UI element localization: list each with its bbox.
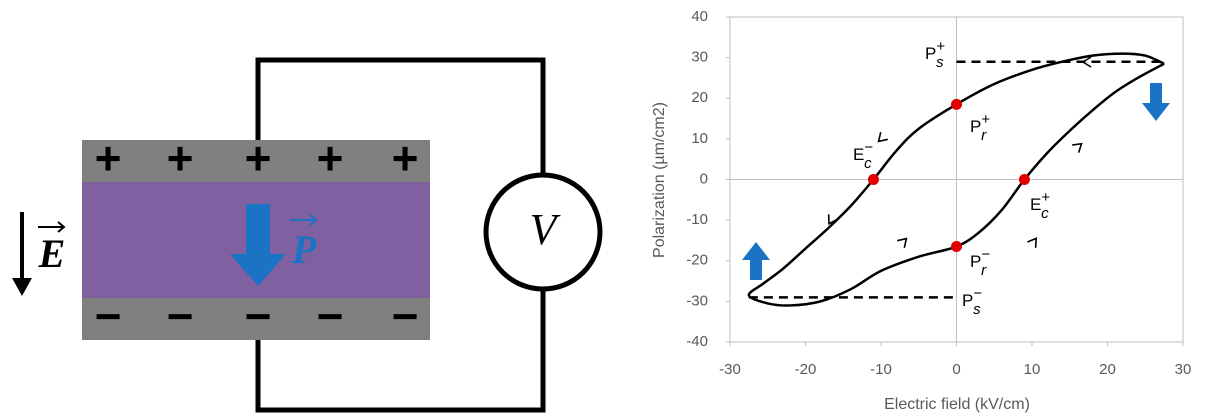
polarization-arrow [246,204,270,256]
y-tick-label: 0 [700,170,708,187]
annotation: E+ c [1030,189,1050,222]
y-tick-label: 30 [691,49,708,66]
direction-arrow [877,132,888,143]
x-tick-label: 10 [1024,361,1041,378]
annotation-sup: − [981,246,990,263]
field-arrow-head [12,278,32,296]
annotation-base: P [970,117,981,136]
field-label: E [38,231,66,276]
annotation-sup: − [973,285,982,302]
annotation: P− r [970,246,990,279]
annotation-base: P [970,252,981,271]
plus-sign: + [95,132,122,184]
direction-arrow [827,214,838,226]
direction-arrow [897,237,908,248]
direction-arrow [1072,142,1083,153]
annotation-sub: r [981,127,987,144]
chart: Electric field (kV/cm) Polarization (µm/… [651,8,1191,413]
annotation-base: E [1030,195,1041,214]
annotation-sub: c [864,155,872,172]
polarization-label: P [291,227,317,272]
voltmeter-label: V [530,205,562,254]
annotation: P+ r [970,111,990,144]
annotation-sup: + [981,111,990,128]
annotation-base: P [925,44,936,63]
direction-arrow [1081,56,1092,68]
annotation-sup: − [864,139,873,156]
annotation-sub: s [973,301,981,318]
plus-sign: + [167,132,194,184]
annotation-base: P [962,291,973,310]
y-tick-label: 20 [691,89,708,106]
y-tick-label: -30 [686,292,708,309]
annotation-sup: + [1041,189,1050,206]
hysteresis-loop [747,52,1165,307]
plus-sign: + [392,132,419,184]
x-axis-label: Electric field (kV/cm) [884,396,1030,413]
wire [255,57,546,175]
y-tick-label: -40 [686,333,708,350]
x-tick-label: -10 [870,361,892,378]
annotation-base: E [853,145,864,164]
minus-sign: − [167,290,194,342]
y-axis-label: Polarization (µm/cm2) [651,102,668,258]
key-point [951,241,962,253]
plus-sign: + [317,132,344,184]
top-plate [82,140,430,182]
plus-sign: + [245,132,272,184]
annotation-sub: s [936,54,944,71]
annotation-sub: c [1041,205,1049,222]
capacitor-diagram: V E P + + + + +− − − − − [12,57,603,413]
x-tick-label: 20 [1099,361,1116,378]
down-arrow [1142,83,1170,121]
y-tick-label: -10 [686,211,708,228]
minus-sign: − [317,290,344,342]
polarization-arrow-head [230,254,286,286]
vector-arrow [38,221,66,233]
minus-sign: − [245,290,272,342]
annotation: P+ s [925,38,945,71]
voltmeter [483,172,603,292]
direction-arrow [1027,237,1038,248]
annotation-sup: + [936,38,945,55]
y-tick-label: 40 [691,8,708,25]
key-point [951,98,962,110]
bottom-plate [82,298,430,340]
y-tick-label: 10 [691,130,708,147]
vector-arrow [290,214,318,226]
y-tick-label: -20 [686,252,708,269]
key-point [867,174,879,185]
annotation: P− s [962,285,982,318]
x-tick-label: -20 [795,361,817,378]
x-tick-label: -30 [719,361,741,378]
annotation-sub: r [981,262,987,279]
minus-sign: − [95,290,122,342]
wire [255,289,546,413]
up-arrow [742,242,770,280]
x-tick-label: 0 [952,361,960,378]
minus-sign: − [392,290,419,342]
x-tick-label: 30 [1175,361,1192,378]
key-point [1018,174,1030,185]
annotation: E− c [853,139,873,172]
